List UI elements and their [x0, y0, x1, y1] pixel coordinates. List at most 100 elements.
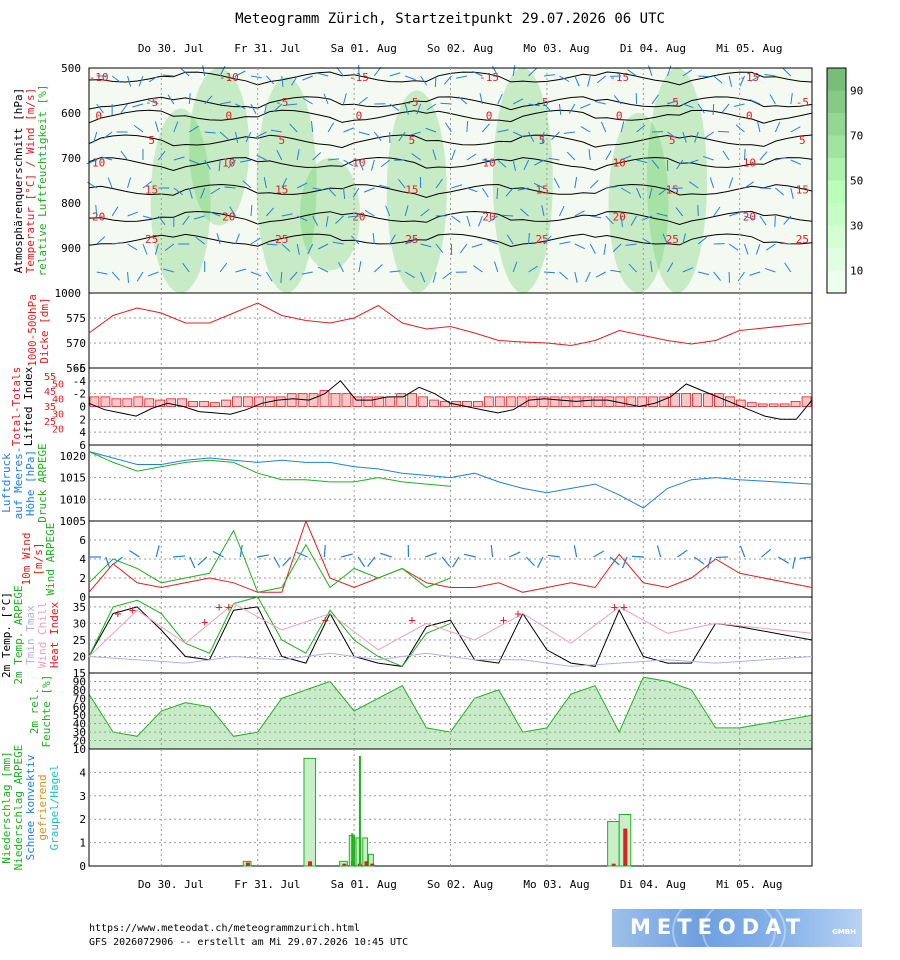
convective-precip-bar [245, 862, 250, 866]
isotherm-label: 5 [409, 134, 416, 147]
wind-barb [193, 215, 205, 220]
heat-index-marker: + [201, 615, 208, 629]
temp-tick-label: 30 [73, 617, 86, 630]
total-totals-bar [232, 396, 242, 407]
wind-barb [210, 187, 221, 195]
day-label-bottom: Di 04. Aug [620, 878, 686, 891]
isotherm-label: 5 [669, 134, 676, 147]
wind-barb [242, 180, 252, 189]
wind-barb [756, 121, 761, 133]
isotherm-label: -5 [275, 96, 288, 109]
humidity-area [189, 68, 250, 226]
wind-barb [528, 265, 539, 273]
temp-arpege-line [88, 596, 451, 668]
isotherm-label: 5 [539, 134, 546, 147]
wind-barb [158, 215, 166, 226]
wind-arrow [547, 554, 560, 558]
wind-barb [358, 96, 368, 105]
total-totals-bar [330, 393, 341, 407]
wind-barb [323, 93, 329, 105]
wind-barb [523, 159, 530, 171]
wind-barb [676, 159, 684, 170]
total-totals-bar [396, 393, 407, 407]
wind-barb [642, 238, 653, 245]
wind-barb [148, 75, 159, 83]
isotherm-label: -5 [145, 96, 158, 109]
wind-barb [162, 74, 174, 77]
wind-barb [338, 261, 344, 273]
chart-title: Meteogramm Zürich, Startzeitpunkt 29.07.… [235, 11, 665, 27]
day-label-top: Fr 31. Jul [234, 42, 300, 55]
heat-index-marker: + [322, 613, 329, 627]
wind-barb [636, 159, 648, 164]
wind-barb [698, 271, 710, 276]
wind-arrow [239, 545, 243, 558]
lifted-index-tick-label: -2 [73, 388, 86, 401]
precip-tick-label: 4 [79, 766, 86, 779]
wind-barb [163, 268, 174, 273]
wind-barb [588, 149, 591, 161]
isotherm-label: 20 [613, 211, 626, 224]
wind-barb [658, 187, 668, 196]
wind-arrow [463, 553, 476, 558]
lifted-index-tick-label: 2 [79, 413, 86, 426]
wind-barb [273, 103, 283, 112]
isotherm-label: 0 [225, 109, 232, 122]
wind-barb [744, 181, 754, 189]
wind-barb [574, 271, 578, 283]
wind-barb [728, 243, 739, 251]
colorbar-step [827, 180, 846, 204]
wind-arrow [357, 556, 366, 568]
wind-barb [497, 159, 507, 168]
wind-barb [472, 70, 483, 77]
wind-barb [385, 205, 391, 217]
isotherm-label: 5 [799, 134, 806, 147]
heat-index-marker: + [514, 607, 521, 621]
precip-tick-label: 3 [79, 790, 86, 803]
wind-barb [750, 75, 761, 82]
colorbar-step [827, 135, 846, 159]
wind-barb [204, 95, 213, 105]
wind-barb [667, 100, 679, 105]
wind-barb [405, 75, 416, 81]
lifted-index-tick-label: 6 [79, 439, 86, 452]
wind-arrow [425, 552, 437, 558]
pressure-tick-label: 1020 [60, 450, 87, 463]
wind-barb [682, 131, 687, 143]
wind-barb [371, 159, 375, 171]
humidity-area [150, 108, 211, 293]
wind-barb [136, 271, 144, 282]
wind-barb [605, 186, 617, 189]
isotherm-label: 20 [743, 211, 756, 224]
temp-ylabel: 2m Temp. ARPEGE [12, 585, 25, 684]
total-totals-bar [757, 403, 768, 407]
temp-gfs-line [88, 606, 813, 667]
wind-barb [713, 206, 721, 217]
wind-barb [735, 124, 745, 133]
wind-barb [543, 271, 556, 274]
wind-barb [445, 122, 452, 133]
cross-section-ylabel: Temperatur [°C] / Wind [m/s] [24, 88, 37, 273]
convective-precip-bar [308, 861, 313, 866]
wind-barb [648, 187, 653, 199]
heat-index-marker: + [216, 600, 223, 614]
isotherm-label: 25 [145, 233, 158, 246]
wind-barb [96, 236, 106, 245]
wind-barb [93, 131, 98, 143]
wind-barb [558, 205, 565, 217]
wind-barb [596, 75, 607, 84]
pressure-level-tick-label: 900 [61, 242, 81, 255]
colorbar-step [827, 113, 846, 136]
thickness-series-line [88, 302, 813, 347]
logo-subtext: GMBH [832, 928, 856, 936]
total-totals-bar [133, 396, 144, 407]
total-totals-bar [385, 396, 396, 407]
wind-barb [440, 102, 452, 105]
total-totals-bar [779, 403, 790, 407]
thickness-tick-label: 570 [66, 337, 86, 350]
colorbar-tick-label: 50 [850, 175, 863, 188]
wind-barb [127, 211, 139, 217]
wind-barb [697, 103, 705, 114]
total-totals-bar [538, 396, 549, 407]
wind-barb [594, 100, 606, 105]
